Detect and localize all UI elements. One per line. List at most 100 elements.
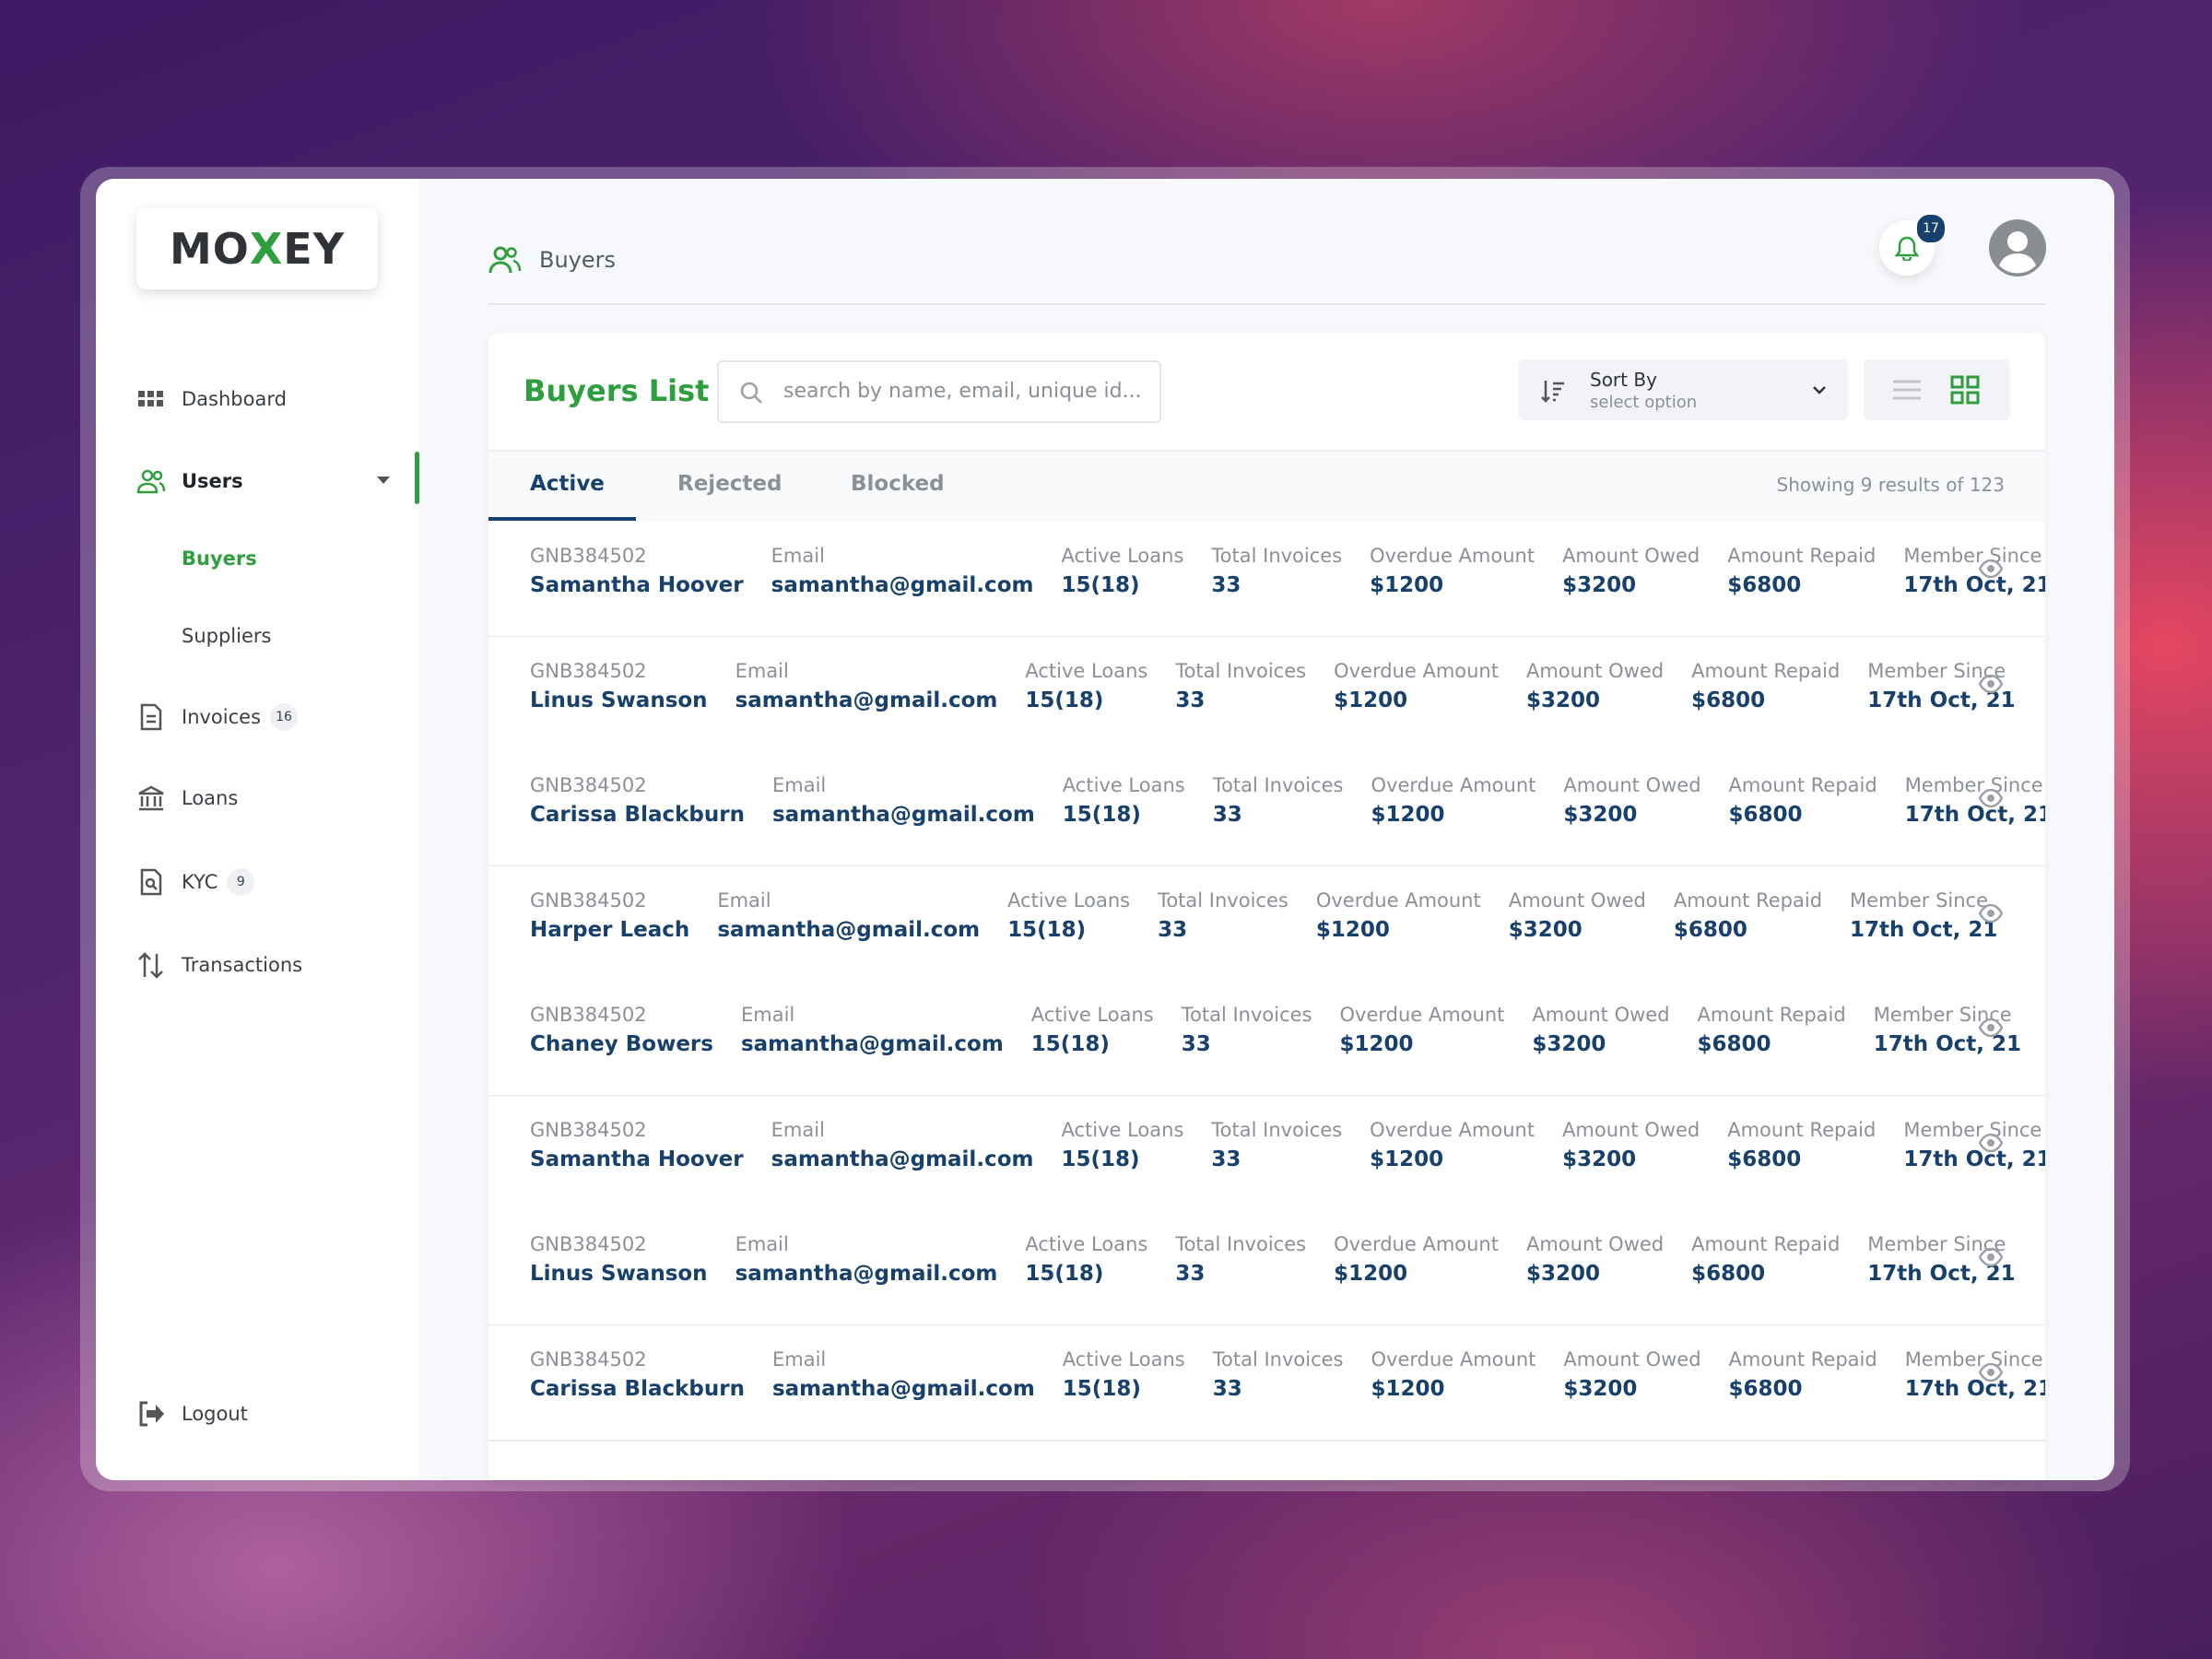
cell: Email samantha@gmail.com	[772, 774, 1035, 827]
cell-value: $3200	[1563, 803, 1638, 827]
cell-value: 17th Oct, 21	[1904, 1376, 2045, 1401]
column-label: Active Loans	[1025, 1233, 1148, 1255]
nav-item[interactable]: Loans	[182, 787, 238, 809]
cell-value: $3200	[1562, 1147, 1637, 1171]
table-row[interactable]: GNB384502 Linus Swanson Email samantha@gmai…	[488, 636, 2045, 753]
nav-icon	[136, 469, 166, 494]
nav-item[interactable]: Suppliers	[182, 625, 271, 647]
cell-value: $6800	[1727, 573, 1802, 597]
nav-badge: 16	[270, 703, 299, 731]
grid-view[interactable]	[1950, 375, 1980, 405]
column-label: Active Loans	[1025, 659, 1148, 682]
cell: Overdue Amount $1200	[1339, 1004, 1504, 1056]
cell-value: 15(18)	[1025, 1262, 1104, 1286]
view-button[interactable]	[1979, 559, 2003, 578]
view-button[interactable]	[1979, 1018, 2003, 1037]
cell: Email samantha@gmail.com	[735, 1233, 998, 1286]
cell: Total Invoices 33	[1175, 1233, 1306, 1286]
logout[interactable]: Logout	[182, 1403, 248, 1425]
column-label: Email	[735, 1233, 789, 1255]
avatar[interactable]	[1989, 219, 2046, 276]
cell: Amount Owed $3200	[1562, 1119, 1700, 1171]
cell: Active Loans 15(18)	[1025, 1233, 1147, 1286]
cell-value: $3200	[1508, 917, 1583, 942]
cell-value: $1200	[1315, 917, 1390, 942]
view-button[interactable]	[1979, 1133, 2003, 1152]
table-row[interactable]: GNB384502 Carissa Blackburn Email samantha@…	[488, 751, 2045, 867]
cell-value: samantha@gmail.com	[771, 1376, 1035, 1401]
view-button[interactable]	[1979, 1362, 2003, 1382]
view-button[interactable]	[1979, 789, 2003, 807]
cell: Email samantha@gmail.com	[741, 1004, 1004, 1056]
column-label: Amount Owed	[1563, 774, 1701, 796]
column-label: Total Invoices	[1211, 1118, 1343, 1141]
tab[interactable]: Blocked	[851, 472, 945, 496]
cell: Overdue Amount $1200	[1371, 1348, 1535, 1401]
column-label: Overdue Amount	[1334, 1233, 1499, 1255]
nav-item[interactable]: Users	[182, 470, 243, 492]
buyer-cell: GNB384502 Linus Swanson	[530, 660, 708, 712]
cell-value: 15(18)	[1007, 917, 1087, 942]
nav-item[interactable]: Dashboard	[182, 388, 287, 410]
column-label: Amount Repaid	[1673, 888, 1823, 912]
chevron	[1813, 386, 1826, 394]
cell: Amount Owed $3200	[1526, 660, 1664, 712]
nav-icon	[138, 952, 163, 979]
view-button[interactable]	[1979, 903, 2003, 923]
cell-value: 33	[1212, 803, 1242, 827]
view-button[interactable]	[1979, 674, 2003, 693]
tab[interactable]: Active	[530, 472, 605, 496]
column-label: Active Loans	[1061, 1118, 1184, 1141]
buyer-name: Carissa Blackburn	[530, 1376, 745, 1401]
view-button[interactable]	[1979, 1248, 2003, 1266]
cell-value: 15(18)	[1061, 573, 1140, 597]
column-label: Amount Owed	[1562, 1118, 1700, 1141]
nav-item[interactable]: Transactions	[182, 954, 302, 976]
buyer-name: Chaney Bowers	[530, 1032, 713, 1056]
bell-icon	[1895, 236, 1919, 261]
column-label: Total Invoices	[1212, 1347, 1344, 1371]
view-toggle	[1864, 359, 2010, 420]
cell: Amount Repaid $6800	[1691, 1233, 1840, 1286]
tab-bar	[488, 450, 2045, 525]
search-box[interactable]: search by name, email, unique id...	[717, 360, 1161, 423]
table-row[interactable]: GNB384502 Chaney Bowers Email samantha@gmai…	[488, 981, 2045, 1097]
buyer-cell: GNB384502 Carissa Blackburn	[530, 774, 745, 827]
nav-item[interactable]: KYC 9	[182, 868, 255, 896]
expand-caret[interactable]	[375, 475, 392, 486]
cell: Overdue Amount $1200	[1334, 1233, 1499, 1286]
column-label: Amount Owed	[1525, 1233, 1665, 1255]
table-row[interactable]: GNB384502 Linus Swanson Email samantha@gmai…	[488, 1210, 2045, 1326]
table-row[interactable]: GNB384502 Harper Leach Email samantha@gmail…	[488, 865, 2045, 982]
sort-dropdown[interactable]: Sort By select option	[1518, 359, 1848, 420]
table-row[interactable]: GNB384502 Samantha Hoover Email samantha@gm…	[488, 1095, 2045, 1212]
cell: Total Invoices 33	[1182, 1004, 1312, 1056]
cell-value: 17th Oct, 21	[1850, 917, 1998, 942]
table-row[interactable]: GNB384502 Carissa Blackburn Email samantha@…	[488, 1324, 2045, 1441]
nav-item[interactable]: Buyers	[182, 547, 257, 570]
nav-item[interactable]: Invoices 16	[182, 703, 299, 731]
column-label: Overdue Amount	[1315, 888, 1481, 912]
nav-label: KYC	[182, 871, 218, 893]
cell-value: $3200	[1525, 1262, 1601, 1286]
column-label: Member Since	[1873, 1004, 2012, 1026]
tab[interactable]: Rejected	[677, 472, 782, 496]
table-row[interactable]: GNB384502 Samantha Hoover Email samantha@gm…	[488, 522, 2045, 638]
cell-value: $3200	[1532, 1032, 1606, 1056]
column-label: Overdue Amount	[1371, 774, 1536, 796]
row-content: GNB384502 Linus Swanson Email samantha@gmai…	[488, 637, 2045, 712]
nav-badge: 9	[227, 868, 255, 896]
row-content: GNB384502 Linus Swanson Email samantha@gmai…	[488, 1210, 2045, 1286]
list-view[interactable]	[1891, 378, 1923, 402]
cell-value: 15(18)	[1030, 1032, 1110, 1056]
column-label: Amount Owed	[1563, 1347, 1701, 1371]
column-label: Total Invoices	[1175, 1233, 1307, 1255]
buyers-icon	[488, 246, 522, 274]
nav-icon	[138, 785, 164, 811]
cell-value: samantha@gmail.com	[717, 917, 981, 942]
list-title: Buyers List	[524, 373, 710, 408]
cell-value: $6800	[1697, 1032, 1771, 1056]
sort-value: select option	[1590, 393, 1698, 412]
